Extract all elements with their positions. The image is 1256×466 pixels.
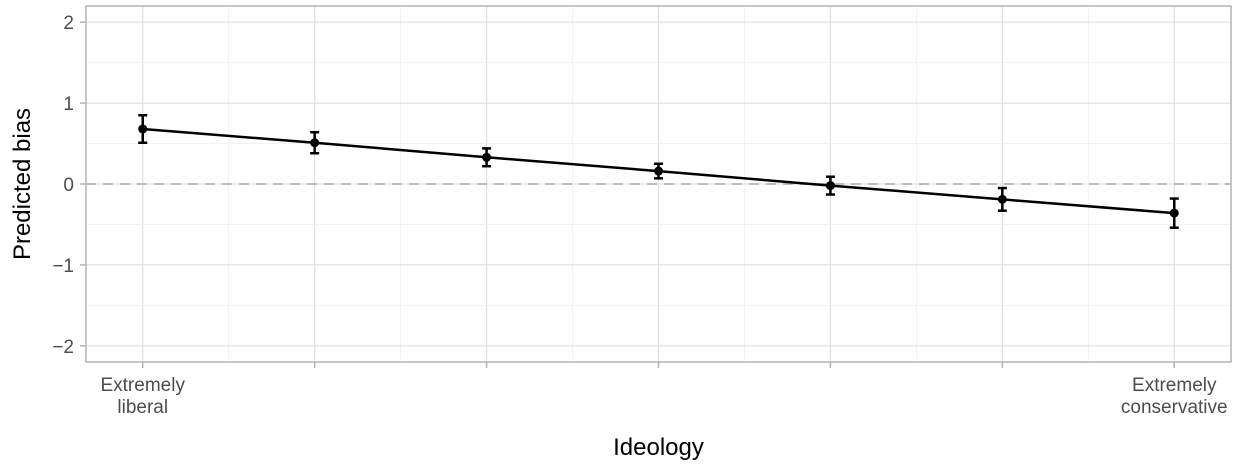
data-point — [997, 194, 1007, 204]
data-point — [825, 181, 835, 191]
x-axis-title: Ideology — [613, 434, 704, 461]
x-tick-label: liberal — [117, 397, 168, 418]
y-tick-label: 1 — [63, 94, 74, 115]
data-point — [482, 152, 492, 162]
y-tick-label: −1 — [52, 256, 74, 277]
y-tick-label: −2 — [52, 337, 74, 358]
y-axis: 2 1 0 −1 −2 — [52, 13, 86, 358]
y-tick-label: 0 — [63, 175, 74, 196]
x-tick-label: conservative — [1121, 397, 1228, 418]
data-point — [654, 166, 663, 176]
y-axis-title: Predicted bias — [9, 108, 36, 260]
series-layer — [138, 113, 1179, 229]
x-tick-label: Extremely — [1132, 375, 1217, 396]
data-point — [1169, 208, 1179, 218]
y-tick-label: 2 — [63, 13, 74, 34]
grid — [86, 6, 1231, 362]
x-tick-label: Extremely — [100, 375, 185, 396]
data-point — [138, 124, 148, 134]
data-point — [310, 138, 320, 148]
